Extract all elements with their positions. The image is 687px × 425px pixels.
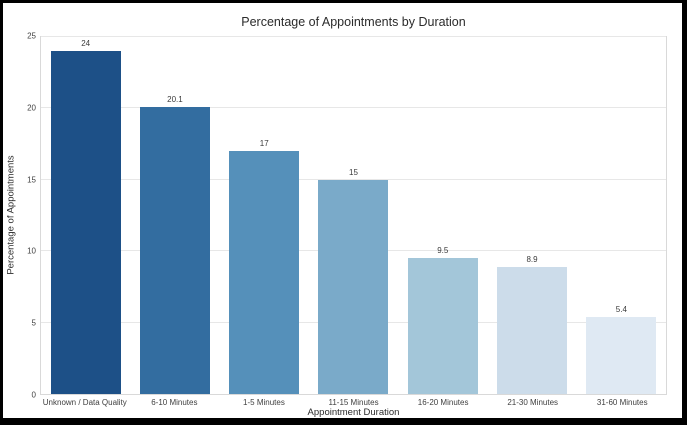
bar-1 [50, 51, 121, 394]
x-axis-tick-labels: Unknown / Data Quality 6-10 Minutes 1-5 Mi… [40, 398, 667, 407]
bar-4 [318, 179, 389, 394]
bar-value-label: 17 [259, 139, 269, 149]
bar-value-label: 15 [349, 167, 358, 177]
x-tick-label: 11-15 Minutes [328, 398, 379, 407]
x-tick-label: 31-60 Minutes [596, 398, 648, 407]
bar-series: 24 20.1 17 15 9.5 8.9 5.4 [41, 37, 666, 394]
y-tick-label-5: 5 [31, 318, 36, 328]
y-axis-tick-labels: 0 5 10 15 20 25 [6, 32, 36, 400]
bar-slot: 8.9 [487, 37, 576, 394]
bar-value-label: 8.9 [526, 254, 538, 264]
bar-7 [586, 316, 657, 394]
x-tick-label: 16-20 Minutes [417, 398, 469, 407]
chart-title: Percentage of Appointments by Duration [241, 15, 466, 29]
y-tick-label-10: 10 [27, 246, 36, 256]
bar-slot: 20.1 [130, 37, 219, 394]
bar-2 [139, 106, 210, 394]
y-tick-label-15: 15 [27, 175, 36, 185]
bar-slot: 9.5 [398, 37, 487, 394]
bar-slot: 17 [220, 37, 309, 394]
bar-5 [407, 258, 478, 394]
x-tick-label: 6-10 Minutes [151, 398, 198, 407]
x-tick-label: 1-5 Minutes [243, 398, 285, 407]
gridline-y-25 [41, 36, 666, 37]
gridline-y-20 [41, 107, 666, 109]
bar-slot: 5.4 [577, 37, 666, 394]
x-tick-label: 21-30 Minutes [507, 398, 559, 407]
x-axis-label: Appointment Duration [307, 407, 400, 418]
bar-value-label: 24 [81, 39, 91, 49]
y-tick-label-25: 25 [27, 31, 36, 41]
y-tick-label-0: 0 [31, 390, 36, 400]
plot-area: 24 20.1 17 15 9.5 8.9 5.4 [40, 36, 667, 395]
bar-slot: 24 [41, 37, 130, 394]
bar-slot: 15 [309, 37, 398, 394]
gridline-y-15 [41, 178, 666, 180]
bar-3 [229, 151, 300, 394]
bar-value-label: 9.5 [437, 246, 449, 256]
y-tick-label-20: 20 [27, 103, 36, 113]
bar-6 [497, 266, 568, 394]
x-tick-label: Unknown / Data Quality [42, 398, 127, 407]
bar-value-label: 5.4 [615, 304, 627, 314]
bar-value-label: 20.1 [167, 94, 183, 104]
